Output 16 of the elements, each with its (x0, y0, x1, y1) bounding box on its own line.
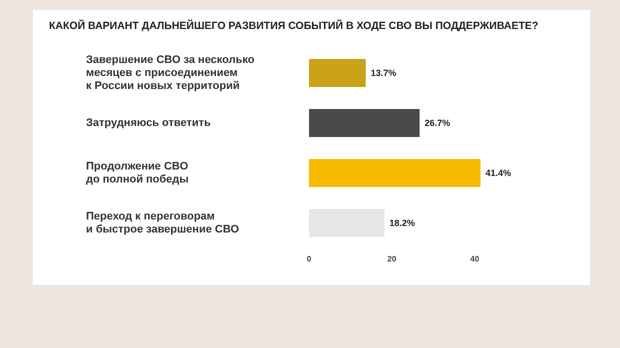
data-label: 13.7% (370, 68, 396, 78)
x-tick-label: 0 (306, 254, 312, 264)
data-label: 41.4% (486, 168, 512, 178)
y-tick-label: Продолжение СВО до полной победы (86, 160, 189, 186)
x-tick-label: 20 (387, 254, 397, 264)
bar (309, 159, 481, 187)
bar (309, 109, 420, 137)
x-tick-label: 40 (470, 254, 480, 264)
data-label: 18.2% (389, 218, 415, 228)
data-label: 26.7% (424, 118, 450, 128)
chart-title: КАКОЙ ВАРИАНТ ДАЛЬНЕЙШЕГО РАЗВИТИЯ СОБЫТИЙ В ХОДЕ СВО ВЫ ПОДДЕРЖИВАЕТЕ? (49, 20, 538, 32)
y-tick-label: Затрудняюсь ответить (86, 117, 212, 129)
y-tick-label: Завершение СВО за несколько месяцев с присоединением к России новых территорий (86, 54, 255, 92)
y-tick-label: Переход к переговорам и быстрое завершение СВО (86, 210, 240, 236)
bar (309, 209, 384, 237)
bar (309, 59, 366, 87)
